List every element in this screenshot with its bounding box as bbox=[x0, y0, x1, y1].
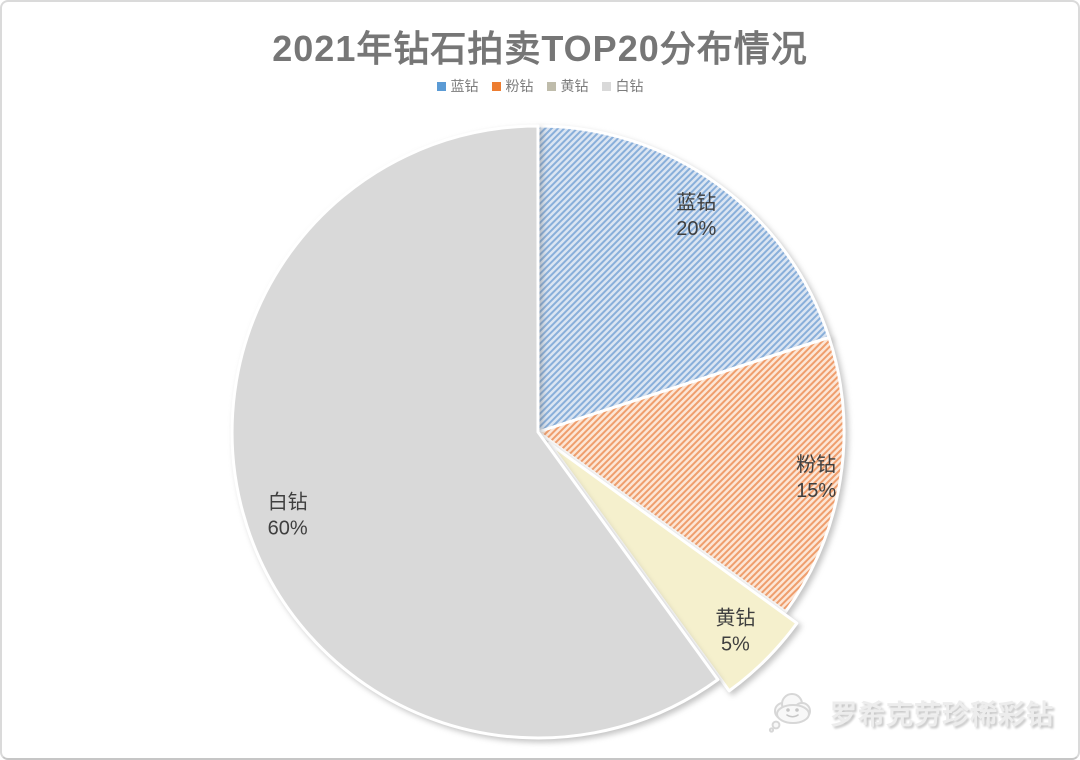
pie-slice-粉钻 bbox=[536, 335, 846, 614]
cloud-face bbox=[786, 708, 799, 712]
pie-slices bbox=[230, 124, 846, 740]
slice-label-蓝钻: 蓝钻 20% bbox=[676, 191, 716, 240]
pie-slice-黄钻 bbox=[547, 441, 799, 693]
legend-item-蓝钻: 蓝钻 bbox=[436, 76, 479, 96]
legend-item-白钻: 白钻 bbox=[601, 76, 644, 96]
watermark-text: 罗希克劳珍稀彩钻 bbox=[830, 699, 1054, 730]
slice-label-白钻: 白钻 60% bbox=[268, 490, 308, 539]
chart-title: 2021年钻石拍卖TOP20分布情况 bbox=[272, 28, 808, 69]
legend-swatch-icon bbox=[436, 81, 446, 91]
pie-slice-白钻 bbox=[230, 124, 720, 740]
legend-swatch-icon bbox=[491, 81, 501, 91]
chart-legend: 蓝钻 粉钻 黄钻 白钻 bbox=[2, 76, 1078, 96]
legend-swatch-icon bbox=[601, 81, 611, 91]
pie-labels: 蓝钻 20% 粉钻 15% 黄钻 5% 白钻 60% bbox=[268, 191, 837, 655]
legend-item-粉钻: 粉钻 bbox=[491, 76, 534, 96]
legend-label: 蓝钻 bbox=[450, 78, 479, 94]
slice-label-粉钻: 粉钻 15% bbox=[796, 453, 836, 502]
legend-label: 黄钻 bbox=[560, 78, 589, 94]
legend-label: 白钻 bbox=[615, 78, 644, 94]
watermark-cloud-logo-icon bbox=[768, 693, 811, 733]
legend-swatch-icon bbox=[546, 81, 556, 91]
slice-label-黄钻: 黄钻 5% bbox=[715, 606, 755, 655]
legend-label: 粉钻 bbox=[505, 78, 534, 94]
watermark: 罗希克劳珍稀彩钻 bbox=[767, 690, 1054, 734]
pie-slice-蓝钻 bbox=[536, 124, 831, 434]
legend-item-黄钻: 黄钻 bbox=[546, 76, 589, 96]
